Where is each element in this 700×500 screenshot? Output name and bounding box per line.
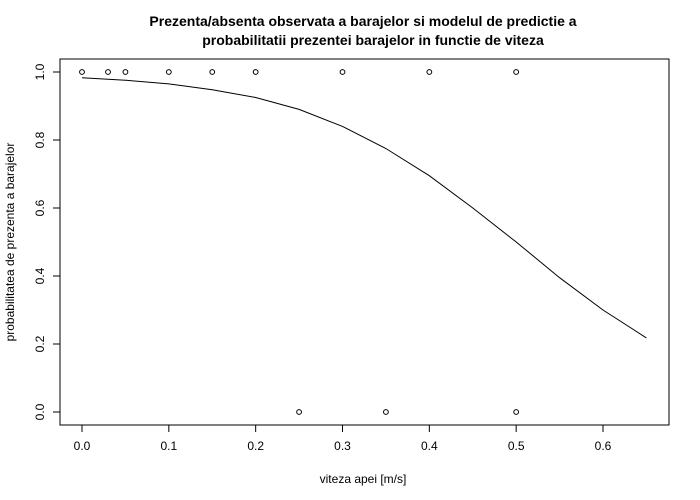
observed-point [426,69,433,75]
observed-point [209,69,216,75]
x-axis-label: viteza apei [m/s] [320,472,407,486]
plot-frame [59,58,670,426]
observed-point [339,69,346,75]
observed-point [165,69,172,75]
observed-point [122,69,129,75]
y-tick-label: 0.4 [33,267,47,284]
observed-point [383,409,389,415]
x-tick-label: 0.2 [247,439,264,453]
chart-title-line-1: Prezenta/absenta observata a barajelor s… [149,13,576,29]
x-tick-label: 0.5 [508,439,525,453]
y-tick-label: 0.2 [33,335,47,352]
x-tick-label: 0.1 [160,439,177,453]
y-tick-label: 0.6 [33,199,47,216]
observed-points-layer [79,69,520,415]
y-axis-label: probabilitatea de prezenta a barajelor [3,143,17,342]
x-axis: 0.0 0.1 0.2 0.3 0.4 0.5 0.6 [74,424,612,453]
observed-point [105,69,111,75]
observed-point [79,69,85,75]
x-tick-label: 0.6 [595,439,612,453]
y-tick-label: 0.0 [33,403,47,420]
observed-point [513,409,520,415]
observed-point [296,409,302,415]
fitted-curve-layer [81,77,647,339]
fitted-curve-line [81,77,647,339]
y-axis: 0.0 0.2 0.4 0.6 0.8 1.0 [33,63,61,420]
y-tick-label: 1.0 [33,63,47,80]
x-tick-label: 0.3 [334,439,351,453]
observed-point [513,69,520,75]
y-tick-label: 0.8 [33,131,47,148]
x-tick-label: 0.4 [421,439,438,453]
x-tick-label: 0.0 [74,439,91,453]
observed-point [252,69,259,75]
chart-title-line-2: probabilitatii prezentei barajelor in fu… [202,32,544,48]
